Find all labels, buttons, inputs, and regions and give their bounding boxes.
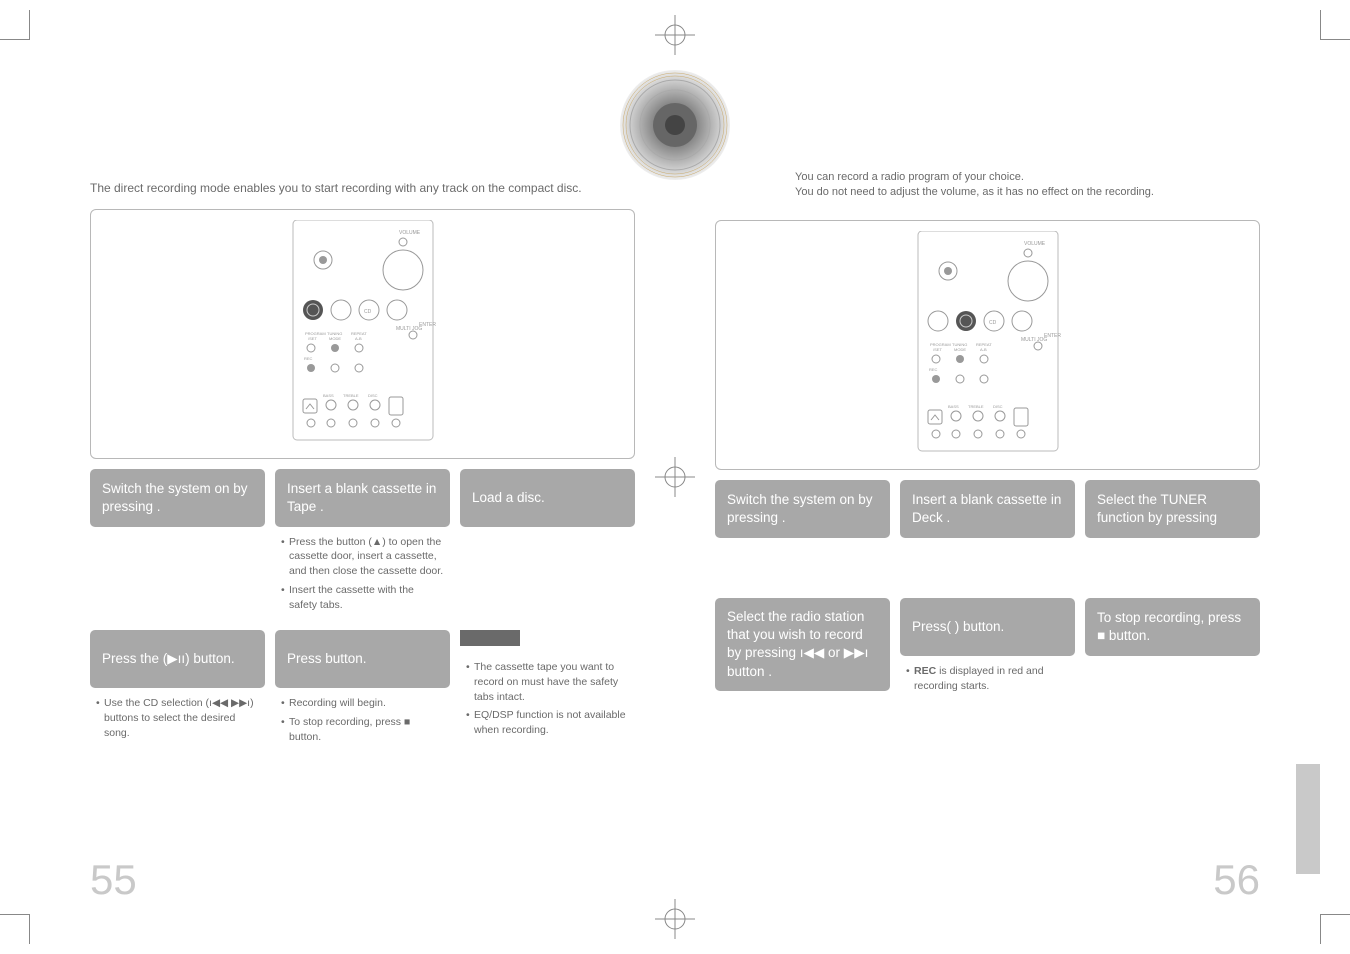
side-tab xyxy=(1296,764,1320,874)
card-head: Switch the system on by pressing . xyxy=(715,480,890,538)
card-head: Insert a blank cassette in Tape . xyxy=(275,469,450,527)
cards-row1-left: Switch the system on by pressing . Inser… xyxy=(90,469,635,620)
card-head: Select the TUNER function by pressing xyxy=(1085,480,1260,538)
card-body: The cassette tape you want to record on … xyxy=(460,652,635,745)
card-head: Press( ) button. xyxy=(900,598,1075,656)
svg-text:TREBLE: TREBLE xyxy=(968,404,984,409)
intro-line2: You do not need to adjust the volume, as… xyxy=(795,186,1154,198)
page-right: You can record a radio program of your c… xyxy=(675,40,1320,914)
card-text: To stop recording, press ■ button. xyxy=(1097,609,1248,645)
svg-text:DISC: DISC xyxy=(368,393,378,398)
cards-row2-left: Press the (▶ıı) button. Use the CD selec… xyxy=(90,630,635,752)
svg-text:ENTER: ENTER xyxy=(419,322,436,328)
page-number-right: 56 xyxy=(1213,856,1260,904)
card-body: Recording will begin. To stop recording,… xyxy=(275,688,450,752)
card-text: Load a disc. xyxy=(472,489,545,507)
list-item: Recording will begin. xyxy=(281,696,444,711)
card-body: Use the CD selection (ı◀◀ ▶▶ı) buttons t… xyxy=(90,688,265,748)
svg-text:MODE: MODE xyxy=(329,336,341,341)
card-text: Select the radio station that you wish t… xyxy=(727,608,878,681)
cards-row1-right: Switch the system on by pressing . Inser… xyxy=(715,480,1260,538)
page-number-left: 55 xyxy=(90,856,137,904)
card-text: Insert a blank cassette in Deck . xyxy=(912,491,1063,527)
card-head: Press button. xyxy=(275,630,450,688)
svg-text:A-B: A-B xyxy=(980,347,987,352)
card-head: Select the radio station that you wish t… xyxy=(715,598,890,691)
svg-text:BASS: BASS xyxy=(323,393,334,398)
list-item: Press the button (▲) to open the cassett… xyxy=(281,535,444,579)
list-item: Use the CD selection (ı◀◀ ▶▶ı) buttons t… xyxy=(96,696,259,740)
svg-text:CD: CD xyxy=(989,320,997,326)
intro-left: The direct recording mode enables you to… xyxy=(90,180,635,197)
crop-mark-br xyxy=(1320,914,1350,944)
card-text: Switch the system on by pressing . xyxy=(727,491,878,527)
svg-text:VOLUME: VOLUME xyxy=(399,230,421,236)
svg-text:ENTER: ENTER xyxy=(1044,333,1061,339)
cards-row2-right: Select the radio station that you wish t… xyxy=(715,598,1260,701)
svg-text:MODE: MODE xyxy=(954,347,966,352)
card-text: Press( ) button. xyxy=(912,618,1004,636)
device-panel-right: VOLUME CD MULTI JOG ENTER PROGRAM/SET TU… xyxy=(715,220,1260,470)
card-head: Insert a blank cassette in Deck . xyxy=(900,480,1075,538)
card-text: Press the (▶ıı) button. xyxy=(102,650,235,668)
svg-text:BASS: BASS xyxy=(948,404,959,409)
svg-text:/SET: /SET xyxy=(308,336,317,341)
crop-mark-bl xyxy=(0,914,30,944)
device-panel-left: VOLUME CD MULTI JOG ENTER PROGRAM/SET TU… xyxy=(90,209,635,459)
card-text: Press button. xyxy=(287,650,367,668)
svg-text:CD: CD xyxy=(364,309,372,315)
device-illustration: VOLUME CD MULTI JOG ENTER PROGRAM/SET TU… xyxy=(888,231,1088,461)
svg-text:TREBLE: TREBLE xyxy=(343,393,359,398)
svg-text:REC: REC xyxy=(304,356,313,361)
crop-mark-tr xyxy=(1320,10,1350,40)
card-head: Switch the system on by pressing . xyxy=(90,469,265,527)
card-head: To stop recording, press ■ button. xyxy=(1085,598,1260,656)
card-text: Switch the system on by pressing . xyxy=(102,480,253,516)
card-text: Insert a blank cassette in Tape . xyxy=(287,480,438,516)
svg-text:DISC: DISC xyxy=(993,404,1003,409)
crop-mark-tl xyxy=(0,10,30,40)
intro-line1: You can record a radio program of your c… xyxy=(795,171,1024,183)
svg-text:VOLUME: VOLUME xyxy=(1024,241,1046,247)
device-illustration: VOLUME CD MULTI JOG ENTER PROGRAM/SET TU… xyxy=(263,220,463,450)
list-item: Insert the cassette with the safety tabs… xyxy=(281,583,444,612)
list-item: To stop recording, press ■ button. xyxy=(281,715,444,744)
list-item: EQ/DSP function is not available when re… xyxy=(466,708,629,737)
svg-text:/SET: /SET xyxy=(933,347,942,352)
intro-right: You can record a radio program of your c… xyxy=(795,170,1154,201)
list-item: The cassette tape you want to record on … xyxy=(466,660,629,704)
card-head: Press the (▶ıı) button. xyxy=(90,630,265,688)
card-head: Load a disc. xyxy=(460,469,635,527)
card-body: Press the button (▲) to open the cassett… xyxy=(275,527,450,620)
svg-text:REC: REC xyxy=(929,367,938,372)
svg-text:A-B: A-B xyxy=(355,336,362,341)
card-text: Select the TUNER function by pressing xyxy=(1097,491,1248,527)
note-label xyxy=(460,630,520,646)
page-left: The direct recording mode enables you to… xyxy=(30,40,675,914)
card-body: REC REC is displayed in red and recordin… xyxy=(900,656,1075,701)
list-item: REC REC is displayed in red and recordin… xyxy=(906,664,1069,693)
